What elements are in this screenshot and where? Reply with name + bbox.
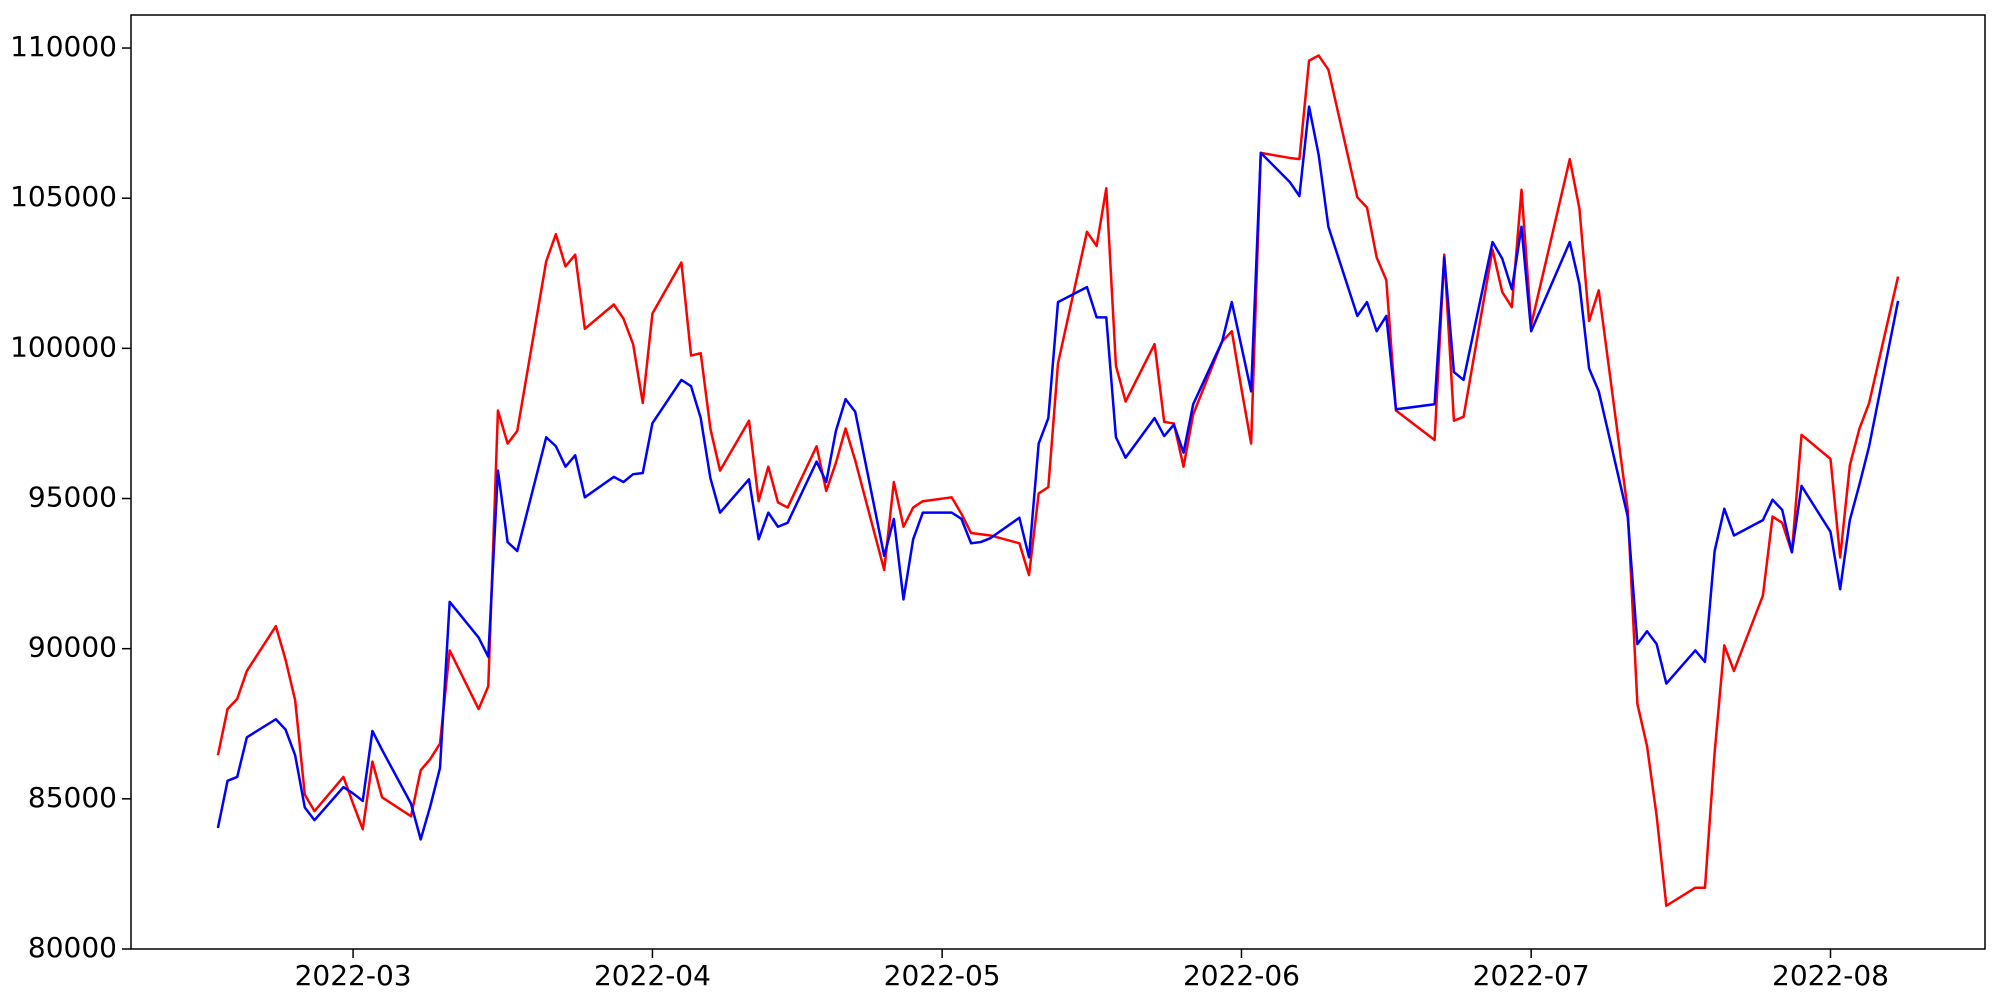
series-line (216, 105, 1900, 841)
x-tick-label: 2022-04 (594, 959, 711, 992)
y-tick-label: 105000 (10, 180, 117, 213)
y-tick-label: 80000 (28, 931, 117, 964)
x-tick-label: 2022-03 (295, 959, 412, 992)
x-tick-label: 2022-05 (884, 959, 1001, 992)
x-tick-label: 2022-08 (1772, 959, 1889, 992)
x-tick-label: 2022-07 (1473, 959, 1590, 992)
y-tick-label: 85000 (28, 781, 117, 814)
x-tick-label: 2022-06 (1183, 959, 1300, 992)
y-tick-label: 100000 (10, 330, 117, 363)
plot-frame (130, 14, 1986, 950)
y-tick-label: 90000 (28, 631, 117, 664)
y-tick-label: 95000 (28, 481, 117, 514)
y-tick-label: 110000 (10, 30, 117, 63)
series-line (216, 54, 1900, 907)
